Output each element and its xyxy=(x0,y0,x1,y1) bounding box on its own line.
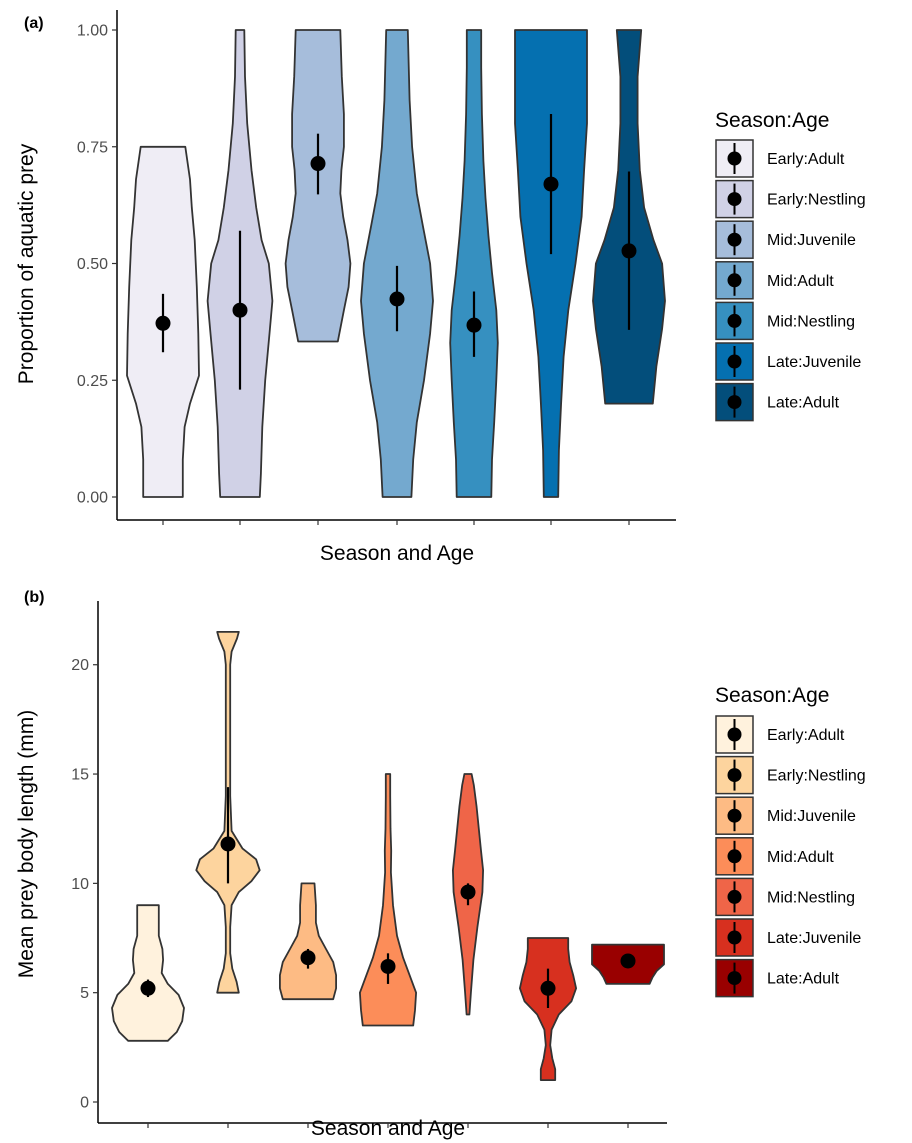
mean-point-5 xyxy=(460,884,476,900)
legend-entry-2: Early:Nestling xyxy=(715,179,866,219)
legend-key-point xyxy=(727,232,742,247)
legend-label: Early:Adult xyxy=(767,151,845,168)
y-tick-label: 20 xyxy=(71,657,89,674)
y-tick-label: 15 xyxy=(71,767,89,784)
y-axis-label: Proportion of aquatic prey xyxy=(15,143,38,384)
legend-entry-5: Mid:Nestling xyxy=(715,301,855,341)
legend-label: Late:Adult xyxy=(767,971,840,988)
y-tick-label: 10 xyxy=(71,876,89,893)
y-tick-label: 0.00 xyxy=(77,490,108,507)
legend-label: Mid:Adult xyxy=(767,273,834,290)
legend-title: Season:Age xyxy=(715,684,829,707)
legend-label: Mid:Nestling xyxy=(767,889,855,906)
violin-4 xyxy=(360,29,434,498)
legend-entry-1: Early:Adult xyxy=(715,715,845,754)
mean-point-1 xyxy=(140,980,156,996)
legend: Season:Age Early:Adult Early:Nestling Mid:… xyxy=(715,684,866,998)
legend-entry-4: Mid:Adult xyxy=(715,261,834,300)
legend-entry-6: Late:Juvenile xyxy=(715,918,861,957)
legend-label: Mid:Juvenile xyxy=(767,808,856,825)
mean-point-6 xyxy=(543,176,559,192)
legend-label: Mid:Nestling xyxy=(767,313,855,330)
legend-key-point xyxy=(727,808,742,823)
legend-entry-5: Mid:Nestling xyxy=(715,877,855,917)
legend: Season:Age Early:Adult Early:Nestling Mid:… xyxy=(715,109,866,422)
legend-label: Late:Adult xyxy=(767,395,840,412)
x-axis xyxy=(117,519,676,525)
mean-point-3 xyxy=(300,950,316,966)
panel-b: (b) 0 5 10 15 20 Season and Age Mean prey bo… xyxy=(15,589,866,1140)
violins xyxy=(126,29,666,498)
y-tick-label: 0.25 xyxy=(77,373,108,390)
legend-key-point xyxy=(727,273,742,288)
legend-label: Late:Juvenile xyxy=(767,930,861,947)
mean-point-2 xyxy=(232,302,248,318)
legend-entry-3: Mid:Juvenile xyxy=(715,220,856,259)
legend-entry-4: Mid:Adult xyxy=(715,837,834,876)
panel-a: (a) 0.000.250.500.751.00 Season and Age … xyxy=(15,10,866,565)
legend-entry-6: Late:Juvenile xyxy=(715,342,861,381)
mean-point-7 xyxy=(620,953,636,969)
mean-point-4 xyxy=(389,291,405,307)
legend-entry-7: Late:Adult xyxy=(715,958,840,998)
x-axis xyxy=(98,1122,667,1128)
legend-label: Late:Juvenile xyxy=(767,354,861,371)
legend-key-point xyxy=(727,727,742,742)
legend-key-point xyxy=(727,930,742,945)
mean-point-3 xyxy=(310,156,326,172)
legend-entry-2: Early:Nestling xyxy=(715,755,866,795)
legend-key-point xyxy=(727,849,742,864)
y-axis: 0 5 10 15 20 xyxy=(71,601,99,1123)
x-axis-label: Season and Age xyxy=(311,1117,465,1140)
mean-point-1 xyxy=(155,315,171,331)
legend-title: Season:Age xyxy=(715,109,829,132)
legend-label: Early:Nestling xyxy=(767,192,866,209)
legend-label: Mid:Adult xyxy=(767,849,834,866)
y-axis: 0.00 0.25 0.50 0.75 1.00 xyxy=(77,10,118,520)
legend-entry-3: Mid:Juvenile xyxy=(715,796,856,835)
legend-label: Early:Nestling xyxy=(767,768,866,785)
y-tick-label: 1.00 xyxy=(77,23,108,40)
legend-key-point xyxy=(727,151,742,166)
legend-label: Early:Adult xyxy=(767,727,845,744)
violin-6 xyxy=(514,29,588,498)
y-tick-label: 0.75 xyxy=(77,139,108,156)
violins xyxy=(111,631,665,1081)
legend-key-point xyxy=(727,889,742,904)
violin-1 xyxy=(111,904,185,1042)
x-axis-label: Season and Age xyxy=(320,542,474,565)
panel-tag: (a) xyxy=(24,15,44,32)
mean-point-2 xyxy=(220,836,236,852)
legend-entry-1: Early:Adult xyxy=(715,139,845,178)
mean-point-6 xyxy=(540,980,556,996)
legend-key-point xyxy=(727,354,742,369)
legend-key-point xyxy=(727,313,742,328)
violin-5 xyxy=(449,29,499,498)
violin-3 xyxy=(279,882,337,1001)
y-tick-label: 0.50 xyxy=(77,256,108,273)
y-tick-label: 5 xyxy=(80,985,89,1002)
mean-point-4 xyxy=(380,958,396,974)
violin-4 xyxy=(359,773,417,1027)
legend-key-point xyxy=(727,192,742,207)
y-tick-label: 0 xyxy=(80,1095,89,1112)
mean-point-5 xyxy=(466,317,482,333)
legend-key-point xyxy=(727,971,742,986)
legend-key-point xyxy=(727,768,742,783)
legend-entry-7: Late:Adult xyxy=(715,382,840,422)
panel-tag: (b) xyxy=(24,589,44,606)
y-axis-label: Mean prey body length (mm) xyxy=(15,710,38,978)
mean-point-7 xyxy=(621,243,637,259)
violin-6 xyxy=(519,937,577,1081)
legend-key-point xyxy=(727,395,742,410)
legend-label: Mid:Juvenile xyxy=(767,232,856,249)
